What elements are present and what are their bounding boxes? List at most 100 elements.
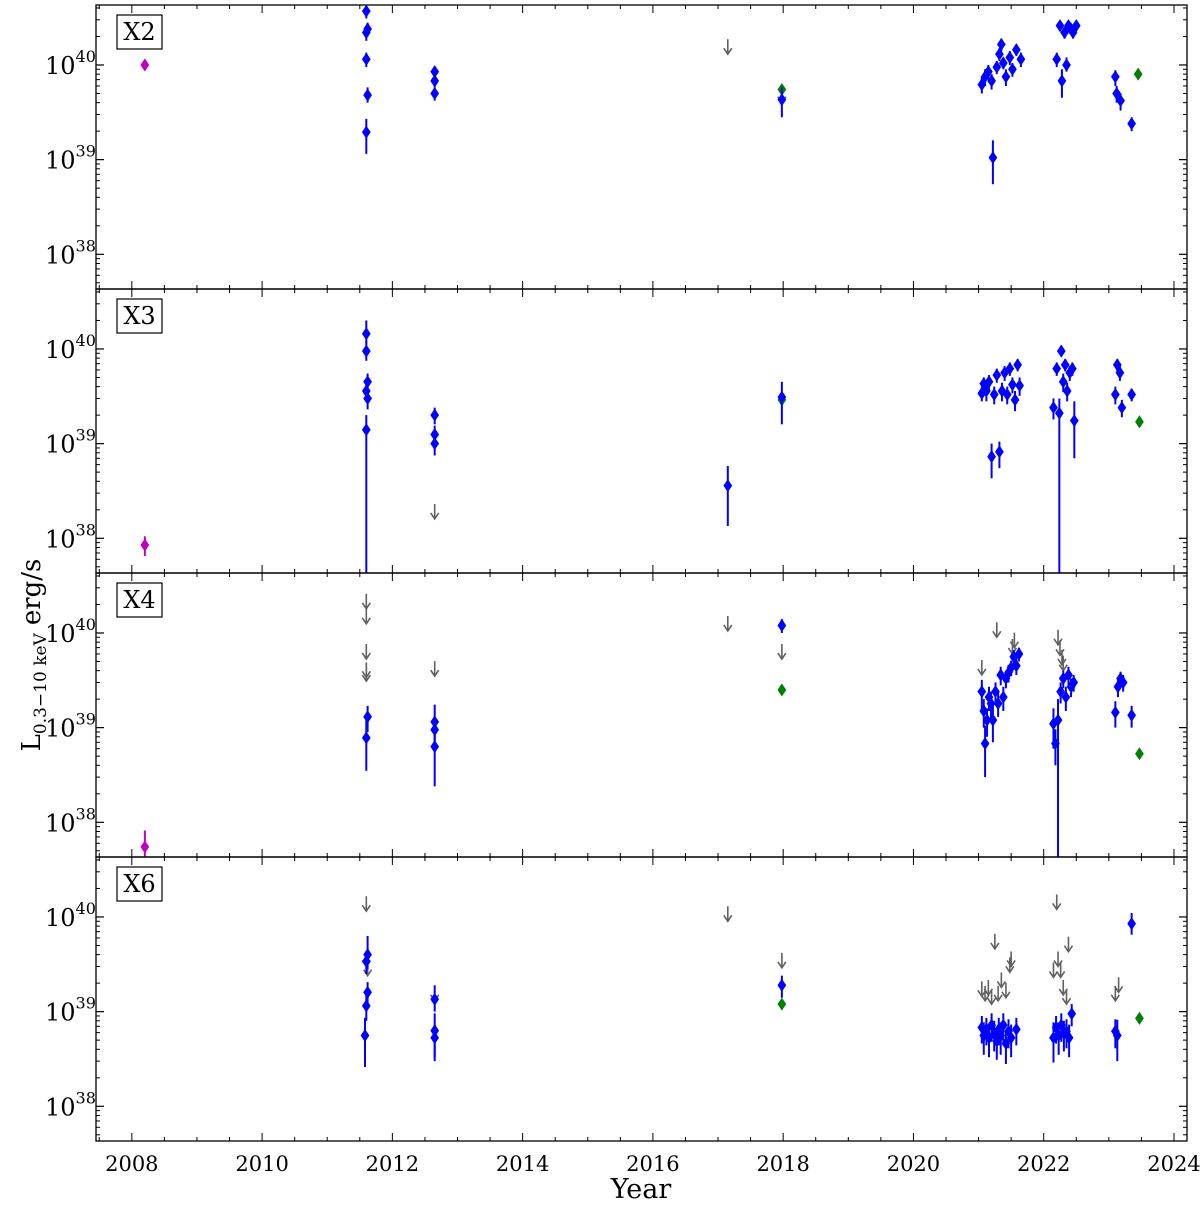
data-point — [430, 1031, 440, 1045]
upper-limit-head — [361, 617, 371, 626]
data-point — [1056, 344, 1066, 358]
x-tick-label: 2018 — [756, 1152, 809, 1176]
upper-limit-arrow — [1061, 989, 1072, 1006]
data-point — [1011, 1022, 1021, 1036]
y-axis-title-subscript: 0.3−10 keV — [31, 632, 51, 734]
x-tick-label: 2024 — [1147, 1152, 1200, 1176]
upper-limit-head — [1052, 903, 1062, 911]
x-tick-label: 2022 — [1017, 1152, 1070, 1176]
data-point — [986, 696, 996, 711]
data-point — [991, 685, 1000, 699]
panel-x3: 1038 1039 1040 X3 — [45, 288, 1188, 574]
data-point — [1127, 388, 1137, 402]
upper-limit-head — [1057, 658, 1067, 667]
upper-limit-arrow — [986, 989, 997, 1006]
data-point — [777, 683, 787, 697]
data-point — [360, 1028, 370, 1043]
data-point — [1002, 388, 1012, 402]
data-point — [1135, 1011, 1144, 1025]
data-point — [361, 327, 371, 341]
data-point — [1116, 94, 1125, 108]
data-point — [361, 954, 371, 968]
data-point — [1135, 747, 1144, 761]
upper-limit-head — [361, 652, 371, 661]
data-point — [430, 740, 440, 754]
data-point — [1010, 393, 1020, 407]
data-point — [1064, 1031, 1074, 1045]
upper-limit-arrow — [361, 644, 371, 661]
upper-limit-head — [430, 512, 440, 521]
upper-limit-arrow — [430, 503, 440, 521]
upper-limit-arrow — [777, 952, 787, 970]
data-point — [430, 408, 440, 422]
data-point — [1127, 917, 1137, 931]
data-point — [1133, 67, 1143, 81]
upper-limit-arrow — [977, 659, 987, 677]
data-point — [430, 74, 440, 88]
upper-limit-head — [986, 997, 997, 1006]
data-point — [1055, 19, 1065, 33]
data-point — [977, 685, 987, 699]
panel-label: X3 — [123, 302, 155, 330]
data-point — [989, 388, 999, 402]
x-tick-label: 2012 — [366, 1152, 419, 1176]
panel-label-box — [116, 866, 163, 902]
data-point — [361, 52, 371, 66]
upper-limit-head — [977, 668, 987, 677]
upper-limit-head — [1001, 991, 1011, 1000]
upper-limit-head — [361, 674, 371, 683]
data-point — [1016, 52, 1026, 66]
data-point — [1135, 415, 1144, 429]
upper-limit-arrow — [996, 972, 1007, 989]
data-point — [430, 437, 440, 451]
data-point — [995, 445, 1004, 459]
data-point — [1008, 62, 1017, 76]
data-point — [995, 47, 1004, 61]
data-point — [1006, 1031, 1016, 1045]
data-point — [1062, 384, 1072, 398]
y-tick-label: 1040 — [45, 899, 96, 932]
data-layer — [140, 320, 1144, 573]
upper-limit-arrow — [1057, 649, 1067, 667]
data-point — [363, 710, 372, 724]
data-point — [1015, 379, 1024, 393]
data-point — [361, 5, 371, 18]
x-tick-label: 2008 — [105, 1152, 158, 1176]
data-point — [1112, 1028, 1122, 1043]
x-tick-label: 2016 — [626, 1152, 679, 1176]
data-point — [1014, 647, 1024, 661]
data-point — [1117, 401, 1127, 415]
data-point — [363, 985, 372, 999]
upper-limit-head — [1110, 994, 1121, 1003]
data-point — [1110, 70, 1120, 84]
upper-limit-arrow — [723, 906, 733, 923]
upper-limit-head — [1009, 641, 1020, 650]
upper-limit-arrow — [990, 933, 1000, 951]
panels-layer: 1038 1039 1040 X2 1038 1039 1040 X3 1038 1039 1040… — [45, 4, 1200, 1176]
data-point — [980, 736, 990, 751]
panel-label-box — [116, 14, 163, 50]
data-layer — [140, 593, 1144, 857]
panel-label: X6 — [123, 870, 155, 898]
data-point — [363, 375, 372, 389]
upper-limit-head — [1113, 985, 1124, 994]
data-point — [361, 423, 371, 437]
data-point — [1052, 52, 1062, 66]
panel-label: X4 — [123, 586, 155, 614]
data-point — [140, 58, 150, 72]
upper-limit-arrow — [992, 622, 1002, 639]
panel-frame — [95, 4, 1188, 290]
data-point — [1052, 362, 1062, 376]
upper-limit-arrow — [777, 644, 787, 661]
upper-limit-head — [723, 47, 733, 56]
upper-limit-arrow — [980, 985, 990, 1003]
data-point — [1110, 705, 1120, 719]
y-tick-label: 1038 — [45, 804, 96, 837]
data-point — [361, 125, 371, 139]
data-point — [1001, 70, 1011, 84]
upper-limit-head — [996, 981, 1007, 989]
y-axis-title-unit: erg/s — [17, 559, 47, 626]
data-point — [1060, 358, 1070, 372]
y-tick-label: 1039 — [45, 994, 96, 1027]
